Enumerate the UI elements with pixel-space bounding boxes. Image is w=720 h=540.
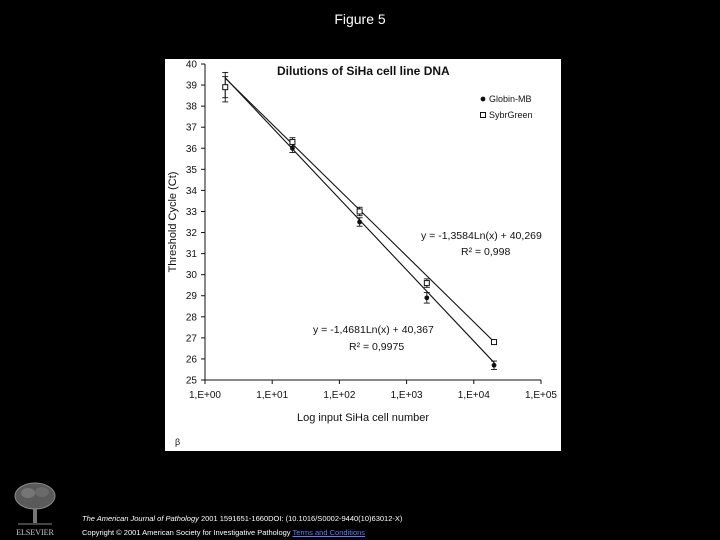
corner-mark: β bbox=[175, 437, 180, 447]
data-point-globin bbox=[491, 362, 497, 368]
terms-link[interactable]: Terms and Conditions bbox=[292, 528, 366, 537]
copyright-text: Copyright © 2001 American Society for In… bbox=[82, 528, 291, 537]
y-tick-label: 28 bbox=[186, 312, 198, 323]
x-tick-label: 1,E+02 bbox=[323, 390, 355, 401]
legend-label-globin: Globin-MB bbox=[489, 94, 532, 104]
y-tick-label: 38 bbox=[186, 102, 198, 113]
x-tick-label: 1,E+01 bbox=[256, 390, 288, 401]
y-tick-label: 31 bbox=[186, 249, 198, 260]
journal-name: The American Journal of Pathology bbox=[82, 514, 199, 523]
x-tick-label: 1,E+03 bbox=[391, 390, 423, 401]
data-point-globin bbox=[424, 295, 430, 301]
y-axis-label: Threshold Cycle (Ct) bbox=[167, 172, 179, 273]
y-tick-label: 39 bbox=[186, 81, 198, 92]
x-axis-label: Log input SiHa cell number bbox=[297, 412, 429, 424]
data-point-sybr bbox=[423, 280, 430, 287]
legend-label-sybr: SybrGreen bbox=[489, 110, 533, 120]
citation-details: 2001 1591651-1660DOI: (10.1016/S0002-944… bbox=[200, 514, 403, 523]
data-marks bbox=[222, 71, 498, 370]
data-point-globin bbox=[290, 145, 295, 151]
legend: Globin-MB SybrGreen bbox=[480, 94, 533, 120]
x-tick-label: 1,E+00 bbox=[189, 390, 221, 401]
tree-icon bbox=[14, 482, 56, 525]
r-squared-sybr: R² = 0,998 bbox=[461, 246, 510, 258]
data-point-sybr bbox=[356, 208, 363, 215]
y-tick-label: 32 bbox=[186, 228, 198, 239]
y-tick-label: 35 bbox=[186, 165, 198, 176]
x-tick-label: 1,E+05 bbox=[525, 390, 557, 401]
chart-title: Dilutions of SiHa cell line DNA bbox=[277, 64, 450, 78]
data-point-sybr bbox=[491, 339, 498, 346]
logo-wordmark: ELSEVIER bbox=[16, 528, 54, 537]
axes: 25 26 27 28 29 30 31 32 33 34 35 36 37 38 39 40 1,E+00 1,… bbox=[186, 60, 558, 402]
y-tick-label: 40 bbox=[186, 60, 198, 71]
equation-sybr: y = -1,3584Ln(x) + 40,269 bbox=[421, 230, 542, 242]
figure-panel: 25 26 27 28 29 30 31 32 33 34 35 36 37 38 39 40 1,E+00 1,… bbox=[165, 59, 561, 451]
elsevier-logo: ELSEVIER bbox=[14, 482, 56, 537]
y-tick-label: 25 bbox=[186, 376, 198, 387]
y-tick-label: 34 bbox=[186, 186, 198, 197]
y-tick-label: 37 bbox=[186, 123, 198, 134]
citation: The American Journal of Pathology 2001 1… bbox=[82, 514, 402, 523]
y-tick-label: 36 bbox=[186, 144, 198, 155]
data-point-sybr bbox=[289, 138, 296, 145]
y-tick-label: 30 bbox=[186, 270, 198, 281]
x-tick-label: 1,E+04 bbox=[458, 390, 490, 401]
equation-globin: y = -1,4681Ln(x) + 40,367 bbox=[313, 324, 434, 336]
y-tick-label: 27 bbox=[186, 333, 198, 344]
legend-marker-sybr bbox=[480, 112, 486, 118]
y-tick-label: 29 bbox=[186, 291, 198, 302]
copyright-line: Copyright © 2001 American Society for In… bbox=[82, 528, 365, 537]
chart-svg: 25 26 27 28 29 30 31 32 33 34 35 36 37 38 39 40 1,E+00 1,… bbox=[167, 60, 558, 448]
r-squared-globin: R² = 0,9975 bbox=[349, 341, 404, 353]
y-tick-label: 26 bbox=[186, 354, 198, 365]
data-point-sybr bbox=[222, 84, 229, 91]
data-point-globin bbox=[357, 219, 363, 225]
y-tick-label: 33 bbox=[186, 207, 198, 218]
legend-marker-globin bbox=[480, 96, 486, 102]
slide-title: Figure 5 bbox=[334, 11, 386, 27]
